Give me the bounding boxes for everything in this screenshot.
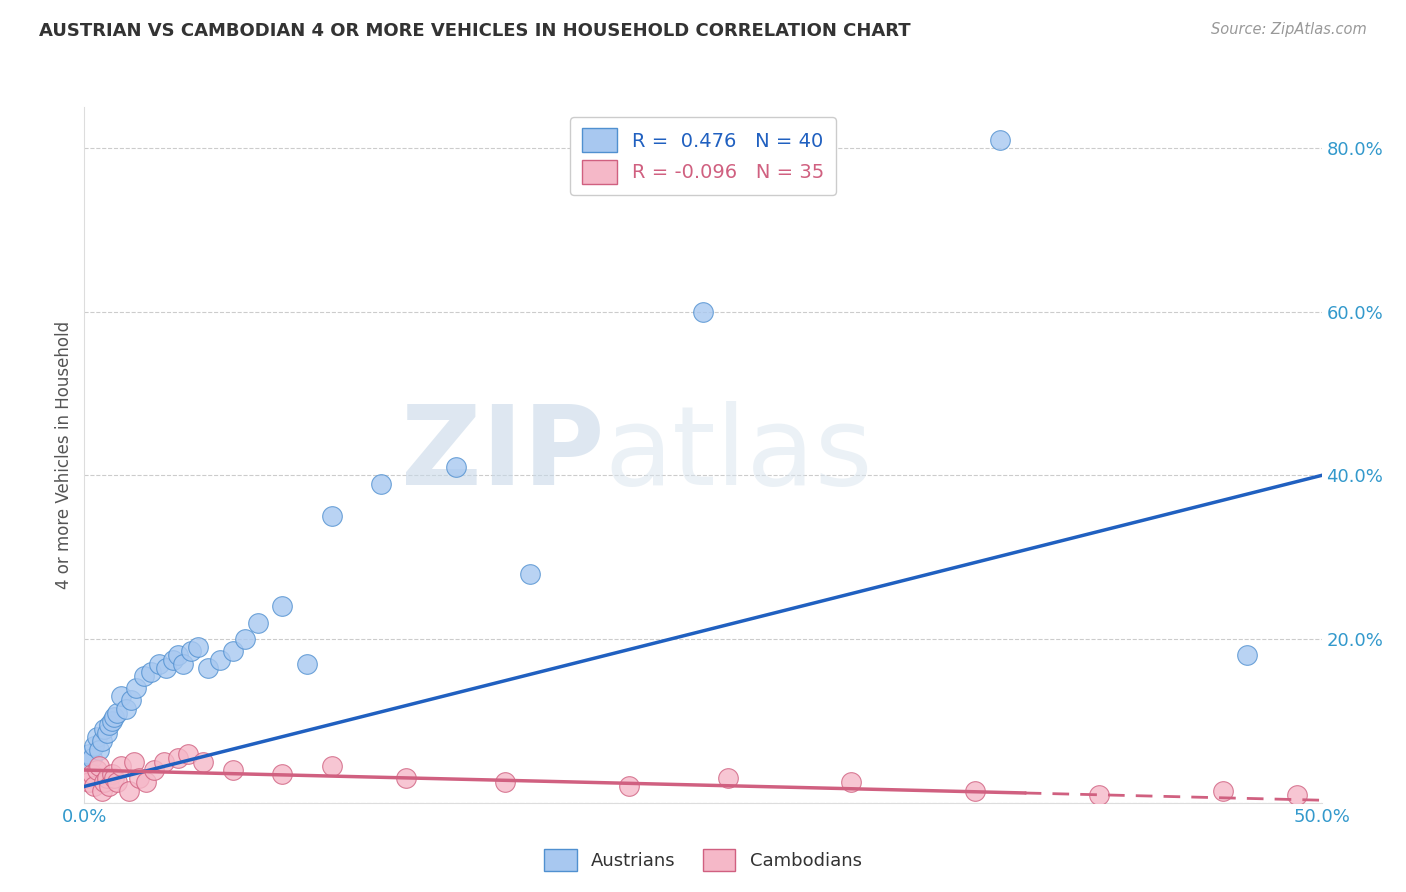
Point [80,767,103,781]
Point [100,714,122,728]
Point [1088,788,1111,802]
Point [180,644,202,658]
Point [96,726,118,740]
Point [103,771,125,785]
Point [98,780,121,794]
Point [717,771,740,785]
Point [105,775,128,789]
Point [167,751,190,765]
Point [125,681,148,696]
Point [233,632,256,646]
Point [187,640,209,655]
Point [110,690,132,704]
Point [321,509,343,524]
Point [100,767,122,781]
Point [135,775,157,789]
Point [519,566,541,581]
Y-axis label: 4 or more Vehicles in Household: 4 or more Vehicles in Household [55,321,73,589]
Point [271,599,294,614]
Point [132,669,155,683]
Point [167,648,190,663]
Point [841,775,863,789]
Point [86,731,108,745]
Point [1285,788,1308,802]
Point [617,780,640,794]
Point [115,701,138,715]
Point [90,734,112,748]
Point [965,783,987,797]
Point [395,771,418,785]
Point [90,783,112,797]
Point [321,759,343,773]
Point [494,775,516,789]
Point [222,644,245,658]
Point [271,767,294,781]
Point [103,710,125,724]
Text: ZIP: ZIP [401,401,605,508]
Point [96,771,118,785]
Point [191,755,214,769]
Text: AUSTRIAN VS CAMBODIAN 4 OR MORE VEHICLES IN HOUSEHOLD CORRELATION CHART: AUSTRIAN VS CAMBODIAN 4 OR MORE VEHICLES… [39,22,911,40]
Point [120,693,142,707]
Point [110,759,132,773]
Point [93,775,115,789]
Point [209,652,232,666]
Point [118,783,141,797]
Point [1236,648,1258,663]
Point [370,476,392,491]
Point [246,615,269,630]
Point [152,755,174,769]
Text: atlas: atlas [605,401,873,508]
Point [128,771,150,785]
Legend: Austrians, Cambodians: Austrians, Cambodians [537,842,869,879]
Point [89,742,111,756]
Point [93,722,115,736]
Point [295,657,318,671]
Point [197,661,219,675]
Point [76,771,98,785]
Point [98,718,121,732]
Point [155,661,177,675]
Point [76,755,98,769]
Text: Source: ZipAtlas.com: Source: ZipAtlas.com [1211,22,1367,37]
Point [79,747,101,761]
Legend: R =  0.476   N = 40, R = -0.096   N = 35: R = 0.476 N = 40, R = -0.096 N = 35 [569,117,837,195]
Point [177,747,200,761]
Point [222,763,245,777]
Point [122,755,145,769]
Point [89,759,111,773]
Point [148,657,170,671]
Point [692,304,714,318]
Point [172,657,194,671]
Point [988,133,1011,147]
Point [444,460,467,475]
Point [105,706,128,720]
Point [86,763,108,777]
Point [83,780,105,794]
Point [1212,783,1234,797]
Point [141,665,163,679]
Point [162,652,184,666]
Point [79,775,101,789]
Point [142,763,165,777]
Point [83,739,105,753]
Point [80,751,103,765]
